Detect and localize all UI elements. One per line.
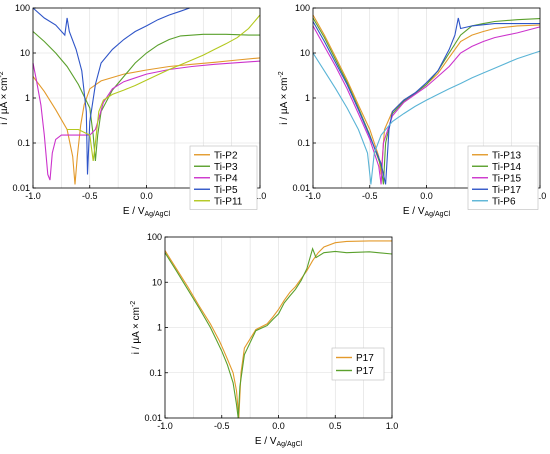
y-axis-label: i / µA × cm-2	[0, 71, 10, 125]
legend-label: Ti-P3	[214, 162, 238, 173]
x-tick-label: -1.0	[157, 421, 173, 431]
legend-label: Ti-P17	[492, 185, 522, 196]
legend-label: Ti-P4	[214, 173, 238, 184]
series-line-ti-p2	[32, 57, 261, 185]
y-tick-label: 0.1	[297, 138, 310, 148]
x-tick-label: 0.0	[272, 421, 285, 431]
series-line-ti-p14	[312, 17, 541, 185]
y-tick-label: 0.01	[12, 183, 30, 193]
x-tick-label: -0.5	[214, 421, 230, 431]
legend-label: Ti-P6	[492, 196, 516, 207]
y-tick-label: 0.1	[149, 368, 162, 378]
x-tick-label: 1.0	[534, 191, 547, 201]
x-tick-label: 1.0	[254, 191, 267, 201]
series-line-p17	[164, 240, 392, 419]
y-tick-label: 1	[157, 323, 162, 333]
y-tick-label: 100	[15, 3, 30, 13]
legend-box	[331, 347, 385, 381]
y-tick-label: 10	[300, 48, 310, 58]
x-tick-label: -1.0	[305, 191, 321, 201]
series-line-ti-p6	[312, 50, 541, 185]
series-line-ti-p5	[32, 7, 190, 175]
legend-label: Ti-P14	[492, 162, 522, 173]
y-tick-label: 0.01	[144, 413, 162, 423]
y-tick-label: 0.01	[292, 183, 310, 193]
y-axis-label: i / µA × cm-2	[130, 301, 142, 355]
grid	[164, 236, 393, 419]
series-line-ti-p17	[312, 17, 540, 185]
x-axis-label: E / VAg/AgCl	[403, 206, 451, 218]
x-axis-label: E / VAg/AgCl	[255, 436, 303, 448]
series-line-ti-p15	[312, 25, 541, 185]
x-axis-label: E / VAg/AgCl	[123, 206, 171, 218]
y-tick-label: 100	[295, 3, 310, 13]
legend-label: Ti-P15	[492, 173, 522, 184]
y-tick-label: 0.1	[17, 138, 30, 148]
series-line-ti-p3	[32, 31, 260, 161]
x-tick-label: 0.0	[140, 191, 153, 201]
legend-label: Ti-P2	[214, 150, 238, 161]
legend-label: Ti-P13	[492, 150, 522, 161]
y-tick-label: 10	[152, 277, 162, 287]
y-tick-label: 1	[305, 93, 310, 103]
y-axis-label: i / µA × cm-2	[278, 71, 290, 125]
x-tick-label: -0.5	[362, 191, 378, 201]
legend-label: P17	[356, 353, 374, 364]
legend-label: Ti-P11	[214, 196, 243, 207]
y-tick-label: 1	[25, 93, 30, 103]
legend-label: P17	[356, 366, 374, 377]
chart-panel-3: -1.0 -0.5 0.0 0.5 1.0 0.01 0.1 1 10 100 E / VAg/Ag…	[130, 232, 398, 448]
series-line-p17	[164, 246, 393, 419]
x-tick-label: 0.0	[420, 191, 433, 201]
x-tick-label: -1.0	[25, 191, 41, 201]
legend-label: Ti-P5	[214, 185, 238, 196]
x-tick-label: 1.0	[386, 421, 399, 431]
x-tick-label: 0.5	[329, 421, 342, 431]
series-line-ti-p11	[67, 14, 261, 161]
x-tick-label: -0.5	[82, 191, 98, 201]
y-tick-label: 100	[147, 232, 162, 242]
y-tick-label: 10	[20, 48, 30, 58]
